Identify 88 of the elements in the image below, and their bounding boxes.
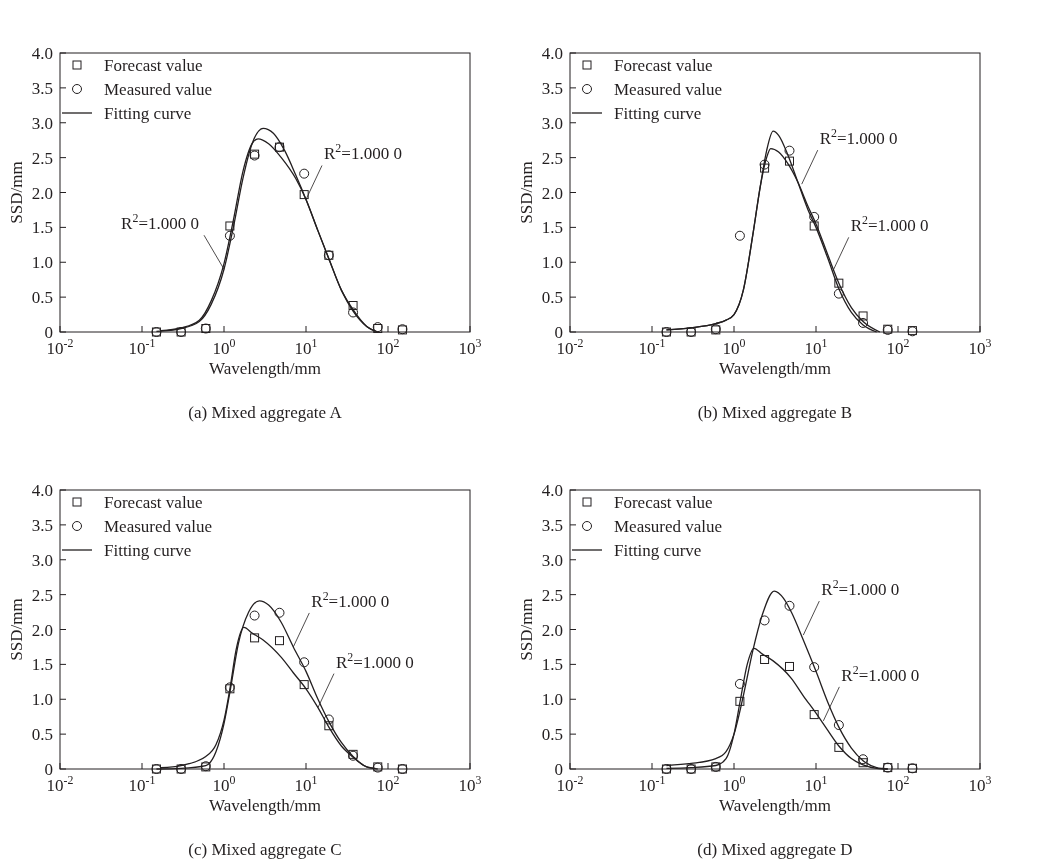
text: (a) Mixed aggregate A: [188, 403, 343, 422]
legend-label: Forecast value: [614, 56, 713, 75]
y-axis-title: SSD/mm: [517, 161, 536, 224]
text: (d) Mixed aggregate D: [697, 840, 853, 859]
annotation: R$^{2}$=1.000 0: [819, 126, 898, 149]
legend-label: Fitting curve: [104, 541, 192, 560]
x-tick-label: 10$^{3}$: [458, 773, 482, 795]
y-tick-label: 1.0: [541, 690, 563, 710]
x-tick-label: 10$^{1}$: [294, 773, 318, 795]
y-tick-label: 0.5: [541, 725, 563, 745]
annotation: R$^{2}$=1.000 0: [821, 577, 900, 600]
annotation: R$^{2}$=1.000 0: [311, 588, 390, 611]
y-tick-label: 0: [44, 323, 53, 342]
legend-label: Measured value: [614, 517, 723, 536]
y-axis-title: SSD/mm: [7, 161, 26, 224]
x-tick-label: 10$^{2}$: [376, 336, 400, 358]
x-tick-label: 10$^{3}$: [968, 773, 992, 795]
x-tick-label: 10$^{0}$: [722, 773, 746, 795]
y-tick-label: 1.0: [31, 253, 53, 273]
y-tick-label: 0.5: [541, 288, 563, 308]
x-tick-label: 10$^{2}$: [376, 773, 400, 795]
y-tick-label: 3.0: [541, 113, 563, 133]
legend-label: Forecast value: [104, 56, 203, 75]
annotation: R$^{2}$=1.000 0: [121, 211, 199, 234]
y-axis-title: SSD/mm: [7, 598, 26, 661]
y-tick-label: 3.0: [541, 550, 563, 570]
x-tick-label: 10$^{-1}$: [638, 336, 666, 358]
y-tick-label: 2.5: [541, 148, 563, 168]
y-tick-label: 0: [554, 323, 563, 342]
text: (b) Mixed aggregate B: [697, 403, 853, 422]
y-tick-label: 3.5: [31, 515, 53, 535]
y-tick-label: 1.5: [541, 218, 563, 238]
y-tick-label: 1.0: [31, 690, 53, 710]
y-tick-label: 1.5: [541, 655, 563, 675]
y-tick-label: 0: [44, 760, 53, 779]
y-tick-label: 2.0: [31, 183, 53, 203]
y-tick-label: 4.0: [31, 44, 53, 63]
x-tick-label: 10$^{-1}$: [128, 773, 156, 795]
x-tick-label: 10$^{-1}$: [638, 773, 666, 795]
legend-label: Forecast value: [614, 493, 713, 512]
x-tick-label: 10$^{1}$: [294, 336, 318, 358]
x-axis-title: Wavelength/mm: [209, 796, 321, 815]
annotation: R$^{2}$=1.000 0: [850, 213, 929, 236]
x-tick-label: 10$^{0}$: [722, 336, 746, 358]
x-tick-label: 10$^{-1}$: [128, 336, 156, 358]
legend-label: Fitting curve: [614, 104, 702, 123]
y-tick-label: 3.5: [31, 78, 53, 98]
legend-label: Measured value: [614, 80, 723, 99]
x-tick-label: 10$^{2}$: [886, 773, 910, 795]
y-tick-label: 0.5: [31, 288, 53, 308]
x-tick-label: 10$^{0}$: [212, 773, 236, 795]
y-tick-label: 1.5: [31, 655, 53, 675]
legend-label: Measured value: [104, 80, 213, 99]
annotation: R$^{2}$=1.000 0: [324, 141, 402, 164]
y-tick-label: 4.0: [31, 481, 53, 500]
annotation: R$^{2}$=1.000 0: [335, 649, 414, 672]
legend-label: Fitting curve: [614, 541, 702, 560]
legend-label: Fitting curve: [104, 104, 192, 123]
annotation: R$^{2}$=1.000 0: [841, 662, 920, 685]
x-tick-label: 10$^{2}$: [886, 336, 910, 358]
x-tick-label: 10$^{1}$: [804, 336, 828, 358]
x-axis-title: Wavelength/mm: [719, 359, 831, 378]
y-tick-label: 3.0: [31, 113, 53, 133]
legend-label: Forecast value: [104, 493, 203, 512]
text: (c) Mixed aggregate C: [188, 840, 342, 859]
y-tick-label: 2.5: [541, 585, 563, 605]
y-tick-label: 0: [554, 760, 563, 779]
y-tick-label: 3.5: [541, 515, 563, 535]
y-tick-label: 4.0: [541, 44, 563, 63]
x-axis-title: Wavelength/mm: [719, 796, 831, 815]
y-tick-label: 3.5: [541, 78, 563, 98]
x-tick-label: 10$^{3}$: [458, 336, 482, 358]
x-tick-label: 10$^{3}$: [968, 336, 992, 358]
y-tick-label: 2.5: [31, 148, 53, 168]
y-tick-label: 2.5: [31, 585, 53, 605]
y-tick-label: 1.5: [31, 218, 53, 238]
legend-label: Measured value: [104, 517, 213, 536]
x-tick-label: 10$^{1}$: [804, 773, 828, 795]
y-tick-label: 2.0: [31, 620, 53, 640]
y-tick-label: 1.0: [541, 253, 563, 273]
y-tick-label: 0.5: [31, 725, 53, 745]
y-tick-label: 2.0: [541, 183, 563, 203]
x-tick-label: 10$^{0}$: [212, 336, 236, 358]
y-axis-title: SSD/mm: [517, 598, 536, 661]
x-axis-title: Wavelength/mm: [209, 359, 321, 378]
y-tick-label: 2.0: [541, 620, 563, 640]
y-tick-label: 4.0: [541, 481, 563, 500]
y-tick-label: 3.0: [31, 550, 53, 570]
